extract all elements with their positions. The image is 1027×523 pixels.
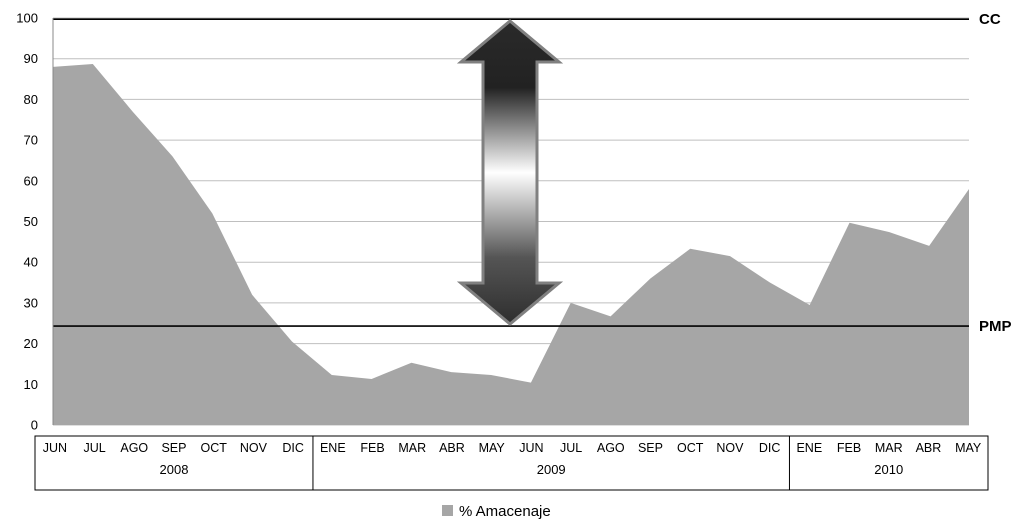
x-tick-label: OCT	[200, 441, 227, 455]
x-tick-label: MAY	[479, 441, 506, 455]
x-axis-table-border	[34, 435, 989, 491]
x-tick-label: MAY	[955, 441, 982, 455]
y-tick-label: 60	[24, 173, 38, 188]
x-tick-label: MAR	[875, 441, 903, 455]
x-tick-label: JUL	[83, 441, 105, 455]
x-tick-label: AGO	[120, 441, 148, 455]
x-tick-label: NOV	[240, 441, 268, 455]
reference-label-pmp: PMP	[979, 318, 1012, 335]
y-tick-label: 30	[24, 295, 38, 310]
x-tick-label: ENE	[320, 441, 346, 455]
x-tick-label: FEB	[360, 441, 384, 455]
x-tick-label: DIC	[282, 441, 304, 455]
y-tick-label: 10	[24, 377, 38, 392]
x-tick-label: ABR	[439, 441, 465, 455]
y-tick-label: 0	[31, 418, 38, 433]
legend-swatch	[442, 505, 453, 516]
x-tick-label: JUN	[43, 441, 67, 455]
x-tick-label: FEB	[837, 441, 861, 455]
x-tick-label: MAR	[398, 441, 426, 455]
y-tick-label: 90	[24, 51, 38, 66]
legend-label: % Amacenaje	[459, 503, 551, 520]
y-tick-label: 70	[24, 133, 38, 148]
x-tick-label: ENE	[796, 441, 822, 455]
x-tick-label: JUL	[560, 441, 582, 455]
x-tick-label: AGO	[597, 441, 625, 455]
y-tick-label: 50	[24, 214, 38, 229]
double-arrow-icon	[456, 19, 564, 326]
x-tick-label: NOV	[716, 441, 744, 455]
y-tick-label: 100	[16, 11, 38, 26]
x-group-label: 2010	[874, 462, 903, 477]
x-tick-label: JUN	[519, 441, 543, 455]
series-area-amacenaje	[53, 63, 969, 426]
reference-lines: CC PMP	[53, 11, 1012, 335]
x-group-label: 2009	[537, 462, 566, 477]
x-tick-label: ABR	[916, 441, 942, 455]
x-tick-label: OCT	[677, 441, 704, 455]
y-tick-label: 80	[24, 92, 38, 107]
y-axis-ticks: 0 10 20 30 40 50 60 70 80 90 100	[16, 11, 38, 433]
x-axis-table: JUN JUL AGO SEP OCT NOV DIC ENE FEB MAR ABR MAY JUN J…	[34, 435, 989, 491]
legend: % Amacenaje	[442, 503, 551, 520]
x-tick-label: DIC	[759, 441, 781, 455]
x-tick-label: SEP	[638, 441, 663, 455]
reference-label-cc: CC	[979, 11, 1001, 28]
x-group-label: 2008	[160, 462, 189, 477]
x-tick-label: SEP	[161, 441, 186, 455]
y-tick-label: 40	[24, 255, 38, 270]
y-tick-label: 20	[24, 336, 38, 351]
